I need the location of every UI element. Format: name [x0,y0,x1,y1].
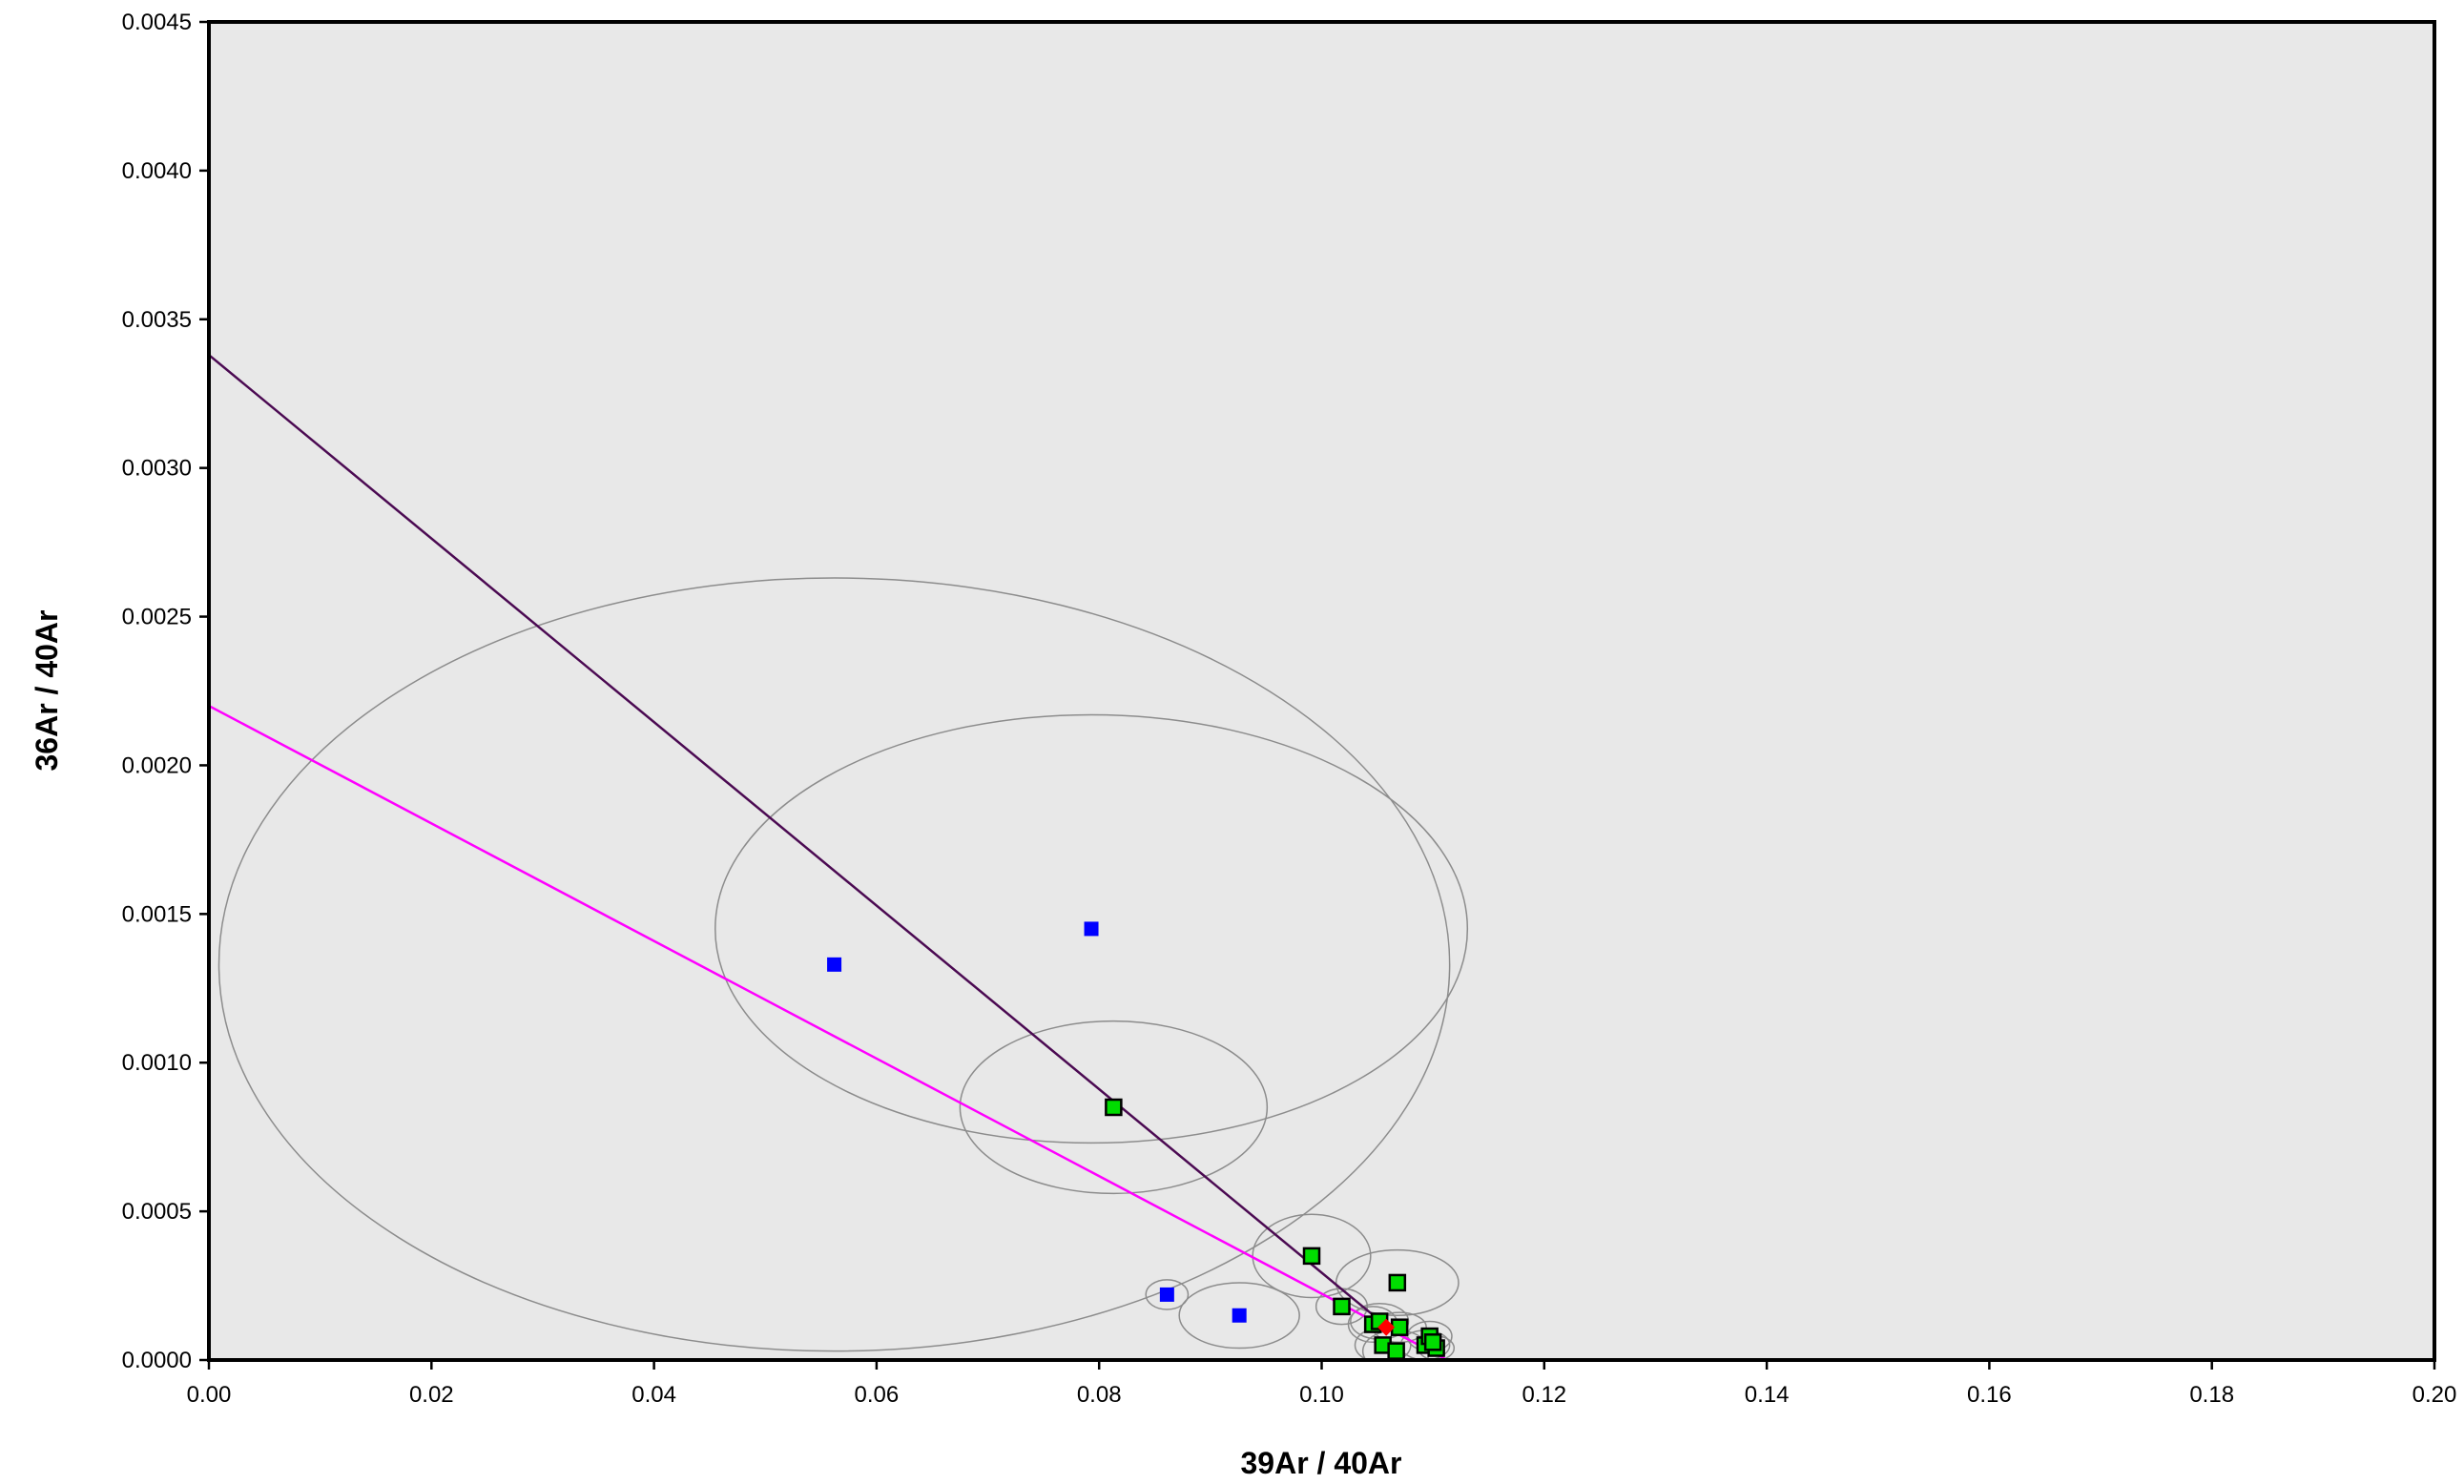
y-tick-label: 0.0045 [122,10,192,35]
y-tick-label: 0.0010 [122,1050,192,1076]
x-tick-label: 0.08 [1077,1382,1122,1408]
data-points [827,921,1445,1360]
y-axis-title: 36Ar / 40Ar [30,610,64,772]
x-tick-label: 0.18 [2189,1382,2234,1408]
y-tick-label: 0.0030 [122,456,192,482]
data-point [1302,1247,1321,1266]
x-tick-label: 0.10 [1299,1382,1344,1408]
error-ellipse [217,577,1451,1352]
y-tick-label: 0.0035 [122,307,192,333]
x-tick-label: 0.16 [1967,1382,2012,1408]
y-axis-ticks: 0.0000 0.0005 0.0010 0.0015 0.0020 0.0025 0.00… [122,10,209,1373]
data-point [1159,1287,1174,1302]
regression-line [209,704,1450,1360]
regression-lines [209,354,1450,1360]
regression-line [209,354,1382,1323]
data-point [1105,1098,1123,1117]
data-point [1423,1333,1442,1351]
y-tick-label: 0.0040 [122,158,192,184]
x-tick-label: 0.20 [2412,1382,2457,1408]
data-point [827,957,842,972]
data-point [1333,1297,1351,1316]
x-tick-label: 0.04 [632,1382,676,1408]
y-tick-label: 0.0000 [122,1348,192,1373]
y-tick-label: 0.0025 [122,605,192,630]
y-tick-label: 0.0005 [122,1199,192,1225]
data-point [1387,1342,1405,1360]
error-ellipse [1178,1282,1300,1350]
error-ellipse [1335,1248,1460,1316]
data-point [1232,1308,1247,1323]
x-tick-label: 0.02 [409,1382,454,1408]
x-tick-label: 0.12 [1522,1382,1566,1408]
data-point [1388,1273,1407,1292]
x-tick-label: 0.14 [1745,1382,1790,1408]
x-tick-label: 0.00 [187,1382,232,1408]
y-tick-label: 0.0020 [122,752,192,778]
error-ellipse [714,713,1469,1144]
error-ellipse [1145,1279,1190,1310]
error-ellipse [959,1020,1269,1195]
x-axis-ticks: 0.00 0.02 0.04 0.06 0.08 0.10 0.12 0.14 0.16 0.18… [187,1360,2457,1408]
plot-area [209,22,2434,1360]
data-point [1377,1318,1396,1336]
x-tick-label: 0.06 [855,1382,900,1408]
y-tick-label: 0.0015 [122,901,192,927]
x-axis-title: 39Ar / 40Ar [1241,1446,1402,1480]
data-point [1084,921,1099,937]
